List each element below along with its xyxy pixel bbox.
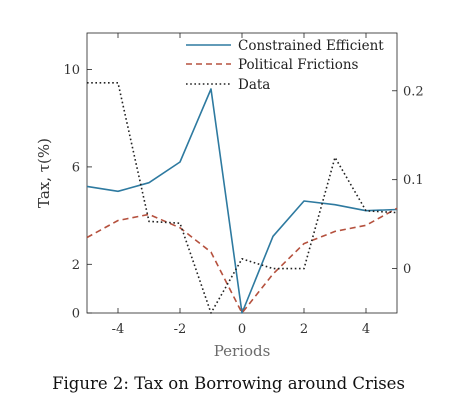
legend-label-political-frictions: Political Frictions bbox=[238, 57, 359, 73]
right-y-tick-label: 0.2 bbox=[403, 84, 424, 99]
left-y-axis-ticks: 0 2 6 10 bbox=[63, 63, 92, 322]
series-lines bbox=[86, 82, 398, 314]
series-line-political-frictions bbox=[86, 207, 398, 314]
line-chart: 0 2 6 10 0 0.1 0.2 -4 -2 0 2 4 Constrained Effici… bbox=[35, 32, 424, 360]
legend: Constrained Efficient Political Friction… bbox=[186, 38, 384, 93]
x-tick-label: 0 bbox=[238, 322, 246, 337]
x-tick-label: -4 bbox=[112, 322, 125, 337]
left-y-tick-label: 0 bbox=[72, 307, 80, 322]
x-axis-label: Periods bbox=[214, 342, 271, 360]
series-line-data bbox=[87, 82, 398, 314]
x-tick-label: 2 bbox=[300, 322, 308, 337]
x-tick-label: 4 bbox=[362, 322, 370, 337]
legend-label-data: Data bbox=[238, 77, 270, 93]
y-axis-label: Tax, τ(%) bbox=[35, 138, 53, 208]
figure-caption: Figure 2: Tax on Borrowing around Crises bbox=[52, 374, 405, 393]
left-y-tick-label: 10 bbox=[63, 63, 80, 78]
legend-label-constrained-efficient: Constrained Efficient bbox=[238, 38, 384, 54]
x-tick-label: -2 bbox=[174, 322, 187, 337]
x-axis-ticks: -4 -2 0 2 4 bbox=[112, 33, 370, 337]
left-y-tick-label: 6 bbox=[72, 160, 80, 175]
series-line-constrained-efficient bbox=[86, 88, 398, 314]
right-y-tick-label: 0.1 bbox=[403, 173, 424, 188]
right-y-axis-ticks: 0 0.1 0.2 bbox=[392, 84, 424, 277]
plot-frame bbox=[86, 32, 398, 314]
left-y-tick-label: 2 bbox=[72, 258, 80, 273]
right-y-tick-label: 0 bbox=[403, 262, 411, 277]
